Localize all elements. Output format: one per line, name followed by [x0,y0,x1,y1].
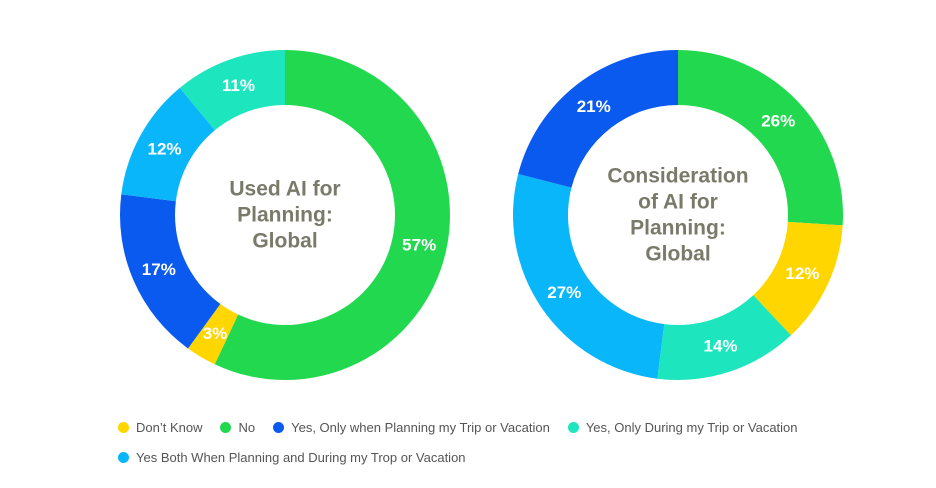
chart-title-line: Global [645,243,710,266]
slice-yes-planning [518,50,678,188]
legend-label: No [238,419,256,435]
chart-title-line: of AI for [638,191,718,214]
legend-row: Yes Both When Planning and During my Tro… [118,445,878,469]
legend-row: Don’t Know No Yes, Only when Planning my T… [118,415,878,439]
legend-item-yes-planning: Yes, Only when Planning my Trip or Vacat… [273,420,550,435]
slice-label-yes-during: 11% [222,76,255,95]
legend-label: Yes, Only During my Trip or Vacation [585,419,798,435]
legend-item-no: No [220,420,255,435]
slice-label-yes-both: 12% [147,139,181,158]
chart-title-line: Planning: [630,217,726,240]
slice-label-dont-know: 3% [203,324,228,343]
legend: Don’t Know No Yes, Only when Planning my T… [118,415,878,475]
slice-label-no: 26% [761,111,795,130]
legend-swatch-icon [118,451,129,463]
slice-yes-planning [119,194,221,349]
slice-label-yes-during: 14% [703,336,737,355]
slice-yes-both [512,173,665,379]
chart-title-line: Planning: [237,204,333,227]
legend-swatch-icon [118,421,129,433]
legend-item-yes-during: Yes, Only During my Trip or Vacation [567,419,798,435]
slice-label-yes-planning: 17% [142,260,176,279]
legend-swatch-icon [220,421,232,433]
chart-title-line: Used AI for [229,178,340,201]
chart-title-line: Global [252,230,317,253]
slice-dont-know [753,221,843,336]
slice-label-no: 57% [402,235,436,254]
legend-item-dont-know: Don’t Know [118,420,202,435]
slice-yes-both [121,87,215,202]
legend-swatch-icon [567,421,579,433]
slice-yes-during [657,295,791,380]
slice-dont-know [188,303,239,365]
donut-charts: 57% 3% 17% 12% 11% Used AI for Planning: Global… [119,49,843,380]
slice-yes-during [179,49,285,131]
legend-swatch-icon [273,421,285,433]
slice-label-yes-planning: 21% [577,97,611,116]
legend-label: Yes Both When Planning and During my Tro… [136,449,466,465]
slice-label-dont-know: 12% [785,264,819,283]
slice-no [678,50,843,226]
chart-title-line: Consideration [607,165,748,188]
donut-chart-2: 26% 12% 14% 27% 21% Consideration of AI for Pla… [512,50,843,380]
legend-label: Don’t Know [136,419,203,435]
legend-label: Yes, Only when Planning my Trip or Vacat… [291,419,550,435]
slice-label-yes-both: 27% [547,283,581,302]
slice-no [214,50,450,380]
donut-chart-1: 57% 3% 17% 12% 11% Used AI for Planning: Global [119,49,450,380]
legend-item-yes-both: Yes Both When Planning and During my Tro… [118,450,466,465]
